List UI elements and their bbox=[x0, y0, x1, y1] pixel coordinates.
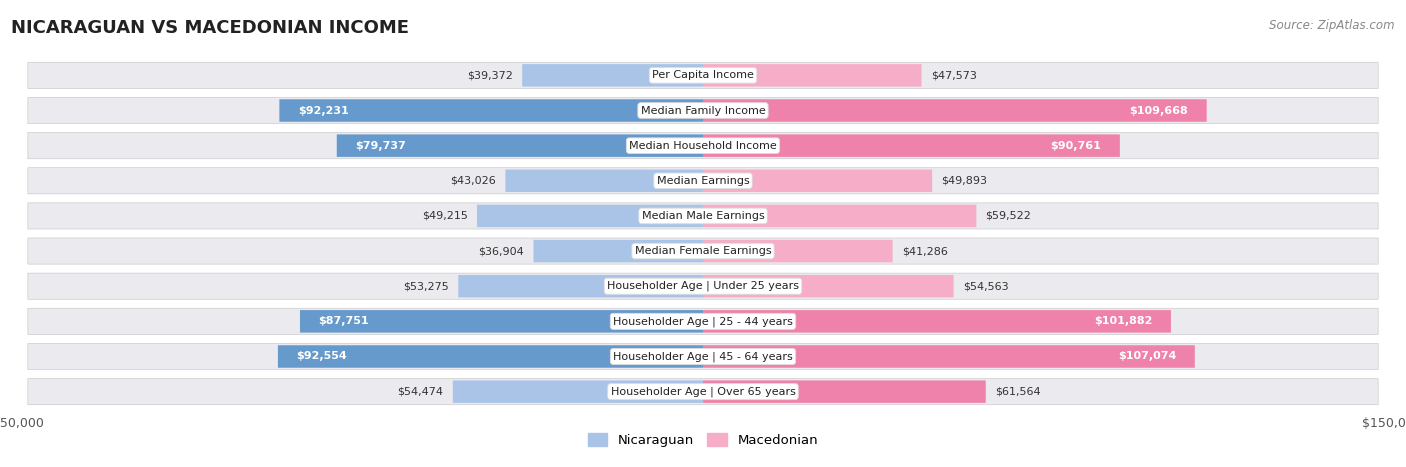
Text: Householder Age | Under 25 years: Householder Age | Under 25 years bbox=[607, 281, 799, 291]
Text: Median Family Income: Median Family Income bbox=[641, 106, 765, 115]
FancyBboxPatch shape bbox=[458, 275, 703, 297]
Text: $39,372: $39,372 bbox=[467, 71, 513, 80]
Text: $49,893: $49,893 bbox=[942, 176, 987, 186]
Text: $107,074: $107,074 bbox=[1118, 352, 1177, 361]
Text: Source: ZipAtlas.com: Source: ZipAtlas.com bbox=[1270, 19, 1395, 32]
FancyBboxPatch shape bbox=[703, 134, 1119, 157]
Text: $43,026: $43,026 bbox=[450, 176, 496, 186]
Text: Householder Age | 45 - 64 years: Householder Age | 45 - 64 years bbox=[613, 351, 793, 362]
FancyBboxPatch shape bbox=[278, 345, 703, 368]
FancyBboxPatch shape bbox=[703, 345, 1195, 368]
FancyBboxPatch shape bbox=[703, 275, 953, 297]
FancyBboxPatch shape bbox=[28, 308, 1378, 334]
Text: $59,522: $59,522 bbox=[986, 211, 1032, 221]
Text: Median Female Earnings: Median Female Earnings bbox=[634, 246, 772, 256]
FancyBboxPatch shape bbox=[477, 205, 703, 227]
Text: $79,737: $79,737 bbox=[356, 141, 406, 151]
FancyBboxPatch shape bbox=[28, 133, 1378, 159]
Text: $92,554: $92,554 bbox=[297, 352, 347, 361]
FancyBboxPatch shape bbox=[703, 99, 1206, 122]
Legend: Nicaraguan, Macedonian: Nicaraguan, Macedonian bbox=[588, 433, 818, 447]
FancyBboxPatch shape bbox=[28, 62, 1378, 88]
Text: $61,564: $61,564 bbox=[995, 387, 1040, 396]
Text: Median Male Earnings: Median Male Earnings bbox=[641, 211, 765, 221]
FancyBboxPatch shape bbox=[505, 170, 703, 192]
Text: $92,231: $92,231 bbox=[298, 106, 349, 115]
FancyBboxPatch shape bbox=[703, 64, 921, 86]
FancyBboxPatch shape bbox=[299, 310, 703, 333]
Text: Householder Age | 25 - 44 years: Householder Age | 25 - 44 years bbox=[613, 316, 793, 326]
Text: $54,563: $54,563 bbox=[963, 281, 1008, 291]
Text: $90,761: $90,761 bbox=[1050, 141, 1101, 151]
FancyBboxPatch shape bbox=[703, 240, 893, 262]
Text: Median Household Income: Median Household Income bbox=[628, 141, 778, 151]
Text: $54,474: $54,474 bbox=[398, 387, 444, 396]
FancyBboxPatch shape bbox=[28, 273, 1378, 299]
Text: Householder Age | Over 65 years: Householder Age | Over 65 years bbox=[610, 386, 796, 397]
FancyBboxPatch shape bbox=[703, 310, 1171, 333]
FancyBboxPatch shape bbox=[28, 98, 1378, 124]
Text: $41,286: $41,286 bbox=[901, 246, 948, 256]
FancyBboxPatch shape bbox=[533, 240, 703, 262]
FancyBboxPatch shape bbox=[28, 379, 1378, 405]
FancyBboxPatch shape bbox=[522, 64, 703, 86]
Text: Median Earnings: Median Earnings bbox=[657, 176, 749, 186]
FancyBboxPatch shape bbox=[703, 205, 976, 227]
FancyBboxPatch shape bbox=[28, 343, 1378, 369]
FancyBboxPatch shape bbox=[28, 238, 1378, 264]
FancyBboxPatch shape bbox=[337, 134, 703, 157]
Text: $101,882: $101,882 bbox=[1094, 316, 1153, 326]
FancyBboxPatch shape bbox=[28, 168, 1378, 194]
Text: $87,751: $87,751 bbox=[318, 316, 368, 326]
Text: $47,573: $47,573 bbox=[931, 71, 977, 80]
Text: NICARAGUAN VS MACEDONIAN INCOME: NICARAGUAN VS MACEDONIAN INCOME bbox=[11, 19, 409, 37]
FancyBboxPatch shape bbox=[28, 203, 1378, 229]
Text: $36,904: $36,904 bbox=[478, 246, 524, 256]
FancyBboxPatch shape bbox=[453, 381, 703, 403]
Text: $49,215: $49,215 bbox=[422, 211, 468, 221]
Text: Per Capita Income: Per Capita Income bbox=[652, 71, 754, 80]
Text: $53,275: $53,275 bbox=[404, 281, 449, 291]
FancyBboxPatch shape bbox=[703, 381, 986, 403]
Text: $109,668: $109,668 bbox=[1129, 106, 1188, 115]
FancyBboxPatch shape bbox=[703, 170, 932, 192]
FancyBboxPatch shape bbox=[280, 99, 703, 122]
